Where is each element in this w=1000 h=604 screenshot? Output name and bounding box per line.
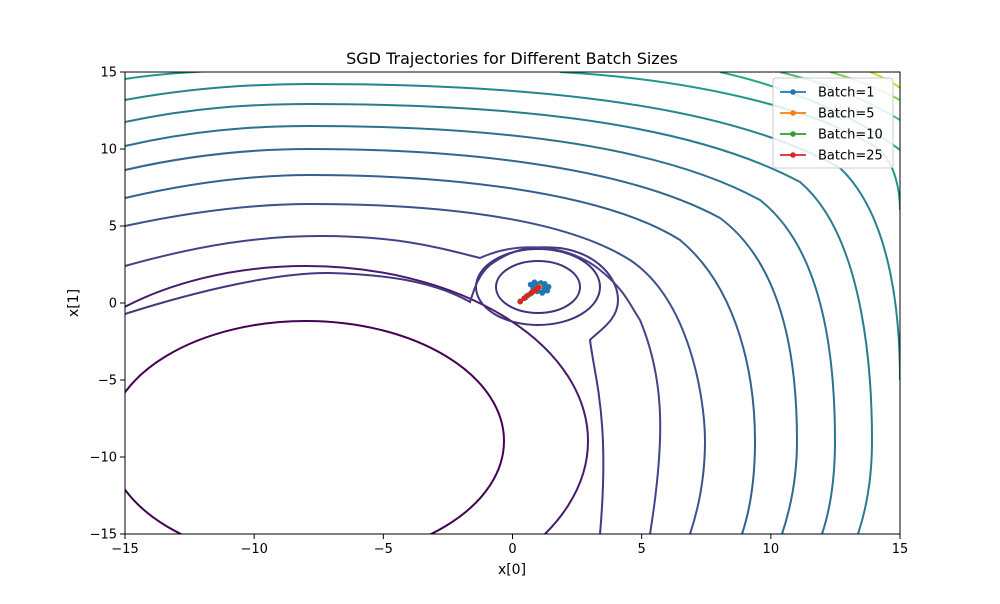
y-axis-ticks: −15 −10 −5 0 5 10 15 [90, 66, 125, 543]
series-layer [517, 279, 552, 305]
contour-line [125, 147, 799, 534]
data-point [535, 284, 542, 291]
legend-label: Batch=10 [818, 128, 883, 143]
series-3 [517, 284, 542, 305]
data-point [541, 285, 548, 292]
legend-label: Batch=25 [818, 149, 883, 164]
x-axis-ticks: −15 −10 −5 0 5 10 15 [111, 534, 908, 557]
y-tick-label: −10 [90, 451, 117, 466]
legend-label: Batch=1 [818, 86, 875, 101]
chart-title: SGD Trajectories for Different Batch Siz… [346, 49, 678, 68]
y-tick-label: −5 [98, 374, 117, 389]
x-tick-label: 10 [763, 542, 780, 557]
y-tick-label: −15 [90, 528, 117, 543]
legend-box [772, 77, 894, 169]
contour-line [125, 265, 589, 534]
y-tick-label: 0 [109, 297, 117, 312]
data-point [521, 295, 527, 302]
x-tick-label: 0 [508, 542, 516, 557]
contour-line [125, 173, 757, 534]
legend-marker [790, 89, 796, 95]
y-tick-label: 5 [109, 220, 117, 235]
x-axis-label: x[0] [498, 562, 526, 578]
x-tick-label: −5 [374, 542, 393, 557]
legend-marker [790, 152, 796, 158]
contour-line [125, 124, 837, 534]
contour-line [125, 234, 662, 534]
x-tick-label: −15 [111, 542, 138, 557]
y-axis-label: x[1] [66, 289, 82, 317]
contour-line [125, 320, 505, 534]
y-tick-label: 10 [100, 143, 117, 158]
x-tick-label: 5 [638, 542, 646, 557]
x-tick-label: −10 [240, 542, 267, 557]
legend-marker [790, 110, 796, 116]
legend-marker [790, 131, 796, 137]
contour-line [125, 246, 620, 534]
contour-line [125, 102, 874, 534]
plot-area [125, 72, 900, 534]
contour-line [495, 260, 581, 314]
y-tick-label: 15 [100, 66, 117, 81]
legend: Batch=1 Batch=5 Batch=10 Batch=25 [772, 77, 894, 169]
data-point [517, 298, 524, 305]
contour-line [125, 202, 707, 534]
contour-line [125, 82, 900, 381]
data-point [525, 292, 531, 299]
x-tick-label: 15 [892, 542, 909, 557]
legend-label: Batch=5 [818, 107, 875, 122]
